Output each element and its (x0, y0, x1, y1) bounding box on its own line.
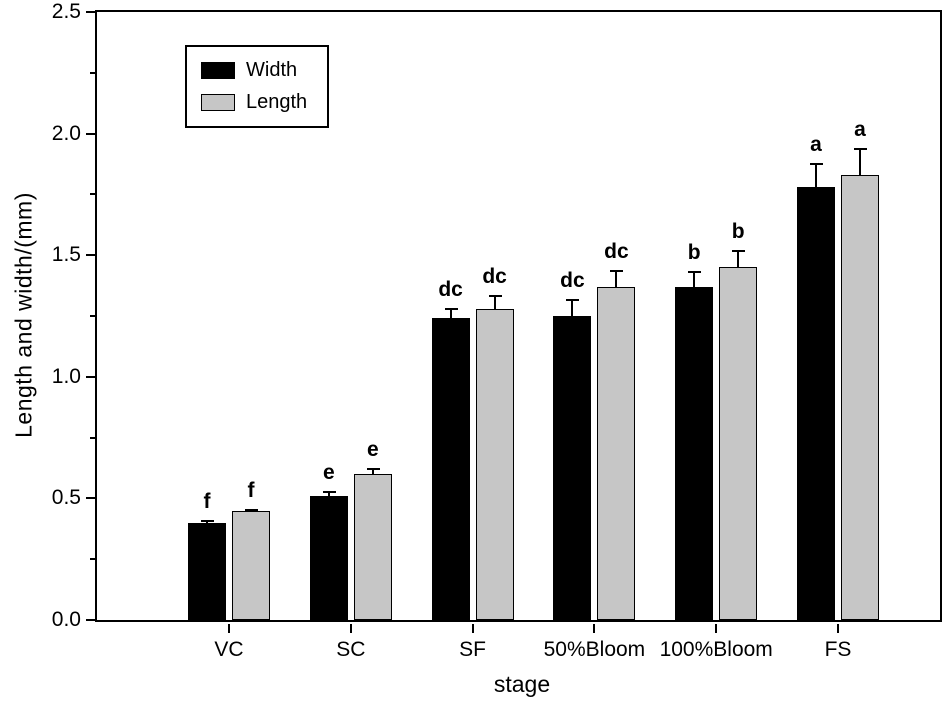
x-tick-label: FS (824, 638, 852, 661)
y-axis-major-tick (86, 132, 95, 135)
significance-letter: dc (482, 265, 507, 289)
error-bar-cap (322, 491, 336, 494)
error-bar (493, 295, 496, 309)
y-tick-label: 2.5 (51, 0, 81, 23)
error-bar (449, 307, 452, 319)
legend-item-length: Length (201, 91, 307, 114)
y-tick-label: 1.0 (51, 364, 81, 388)
y-axis-minor-tick (90, 71, 95, 74)
y-tick-label: 1.5 (51, 243, 81, 267)
significance-letter: e (322, 461, 335, 485)
x-axis-tick (228, 624, 230, 633)
legend-label-width: Width (246, 59, 298, 81)
y-tick-label: 2.0 (51, 121, 81, 145)
error-bar (815, 162, 817, 188)
x-axis-tick (715, 624, 718, 633)
y-axis-major-tick (86, 254, 95, 257)
error-bar-cap (610, 269, 624, 272)
error-bar (571, 298, 574, 316)
y-axis-major-tick (86, 497, 95, 500)
bar-length-50%Bloom (597, 286, 636, 620)
y-axis-major-tick (86, 11, 95, 13)
x-axis-tick (593, 624, 596, 633)
error-bar (737, 250, 740, 268)
y-axis-minor-tick (90, 558, 95, 561)
significance-letter: a (810, 132, 822, 156)
bar-length-VC (232, 510, 270, 620)
bar-width-50%Bloom (553, 316, 592, 620)
x-tick-label: VC (214, 638, 244, 661)
legend-label-length: Length (246, 91, 308, 113)
bar-length-SC (353, 474, 392, 620)
bar-length-100%Bloom (719, 267, 758, 620)
x-tick-label: SF (459, 638, 487, 661)
width-series-swatch (201, 62, 235, 79)
error-bar (693, 271, 696, 287)
error-bar-cap (810, 162, 823, 165)
significance-letter: f (247, 478, 255, 502)
significance-letter: dc (560, 268, 585, 292)
significance-letter: dc (604, 239, 629, 263)
plot-area: Width Length 0.0 0.5 1.0 1.5 2.0 2.5 VC SC SF 50%… (52, 0, 942, 661)
error-bar-cap (854, 148, 867, 151)
bar-width-VC (188, 522, 226, 620)
bar-width-100%Bloom (675, 286, 714, 620)
significance-letter: f (203, 489, 211, 513)
error-bar (371, 468, 374, 475)
y-axis-major-tick (86, 619, 95, 621)
error-bar-cap (245, 508, 258, 511)
error-bar-cap (444, 307, 458, 310)
bar-width-FS (797, 187, 835, 620)
error-bar-cap (688, 271, 702, 274)
y-axis-minor-tick (90, 436, 95, 439)
error-bar (615, 269, 618, 287)
bar-length-FS (841, 174, 879, 620)
significance-letter: a (854, 118, 866, 142)
error-bar (859, 148, 861, 175)
x-tick-label: 50%Bloom (543, 638, 646, 661)
x-axis-tick (837, 624, 839, 633)
y-axis-label: Length and width/(mm) (10, 192, 37, 438)
error-bar-cap (732, 250, 746, 253)
legend: Width Length (185, 45, 330, 128)
x-axis-tick (349, 624, 352, 633)
error-bar (327, 491, 330, 496)
y-tick-label: 0.0 (51, 608, 81, 631)
error-bar-cap (488, 295, 502, 298)
bar-width-SC (309, 495, 348, 620)
error-bar-cap (201, 519, 214, 522)
bar-length-SF (475, 308, 514, 620)
x-tick-label: SC (336, 638, 366, 661)
x-axis-tick (471, 624, 474, 633)
significance-letter: b (731, 220, 745, 244)
y-axis-minor-tick (90, 315, 95, 317)
error-bar-cap (366, 468, 380, 470)
x-axis-label: stage (493, 671, 551, 697)
y-tick-label: 0.5 (51, 486, 81, 510)
y-axis-major-tick (86, 375, 95, 378)
length-series-swatch (201, 94, 235, 111)
y-axis-minor-tick (90, 193, 95, 196)
x-tick-label: 100%Bloom (659, 638, 773, 661)
legend-item-width: Width (201, 59, 307, 82)
significance-letter: e (366, 438, 379, 461)
significance-letter: dc (438, 277, 463, 301)
bar-width-SF (431, 318, 470, 620)
error-bar-cap (566, 298, 580, 301)
significance-letter: b (687, 241, 701, 265)
